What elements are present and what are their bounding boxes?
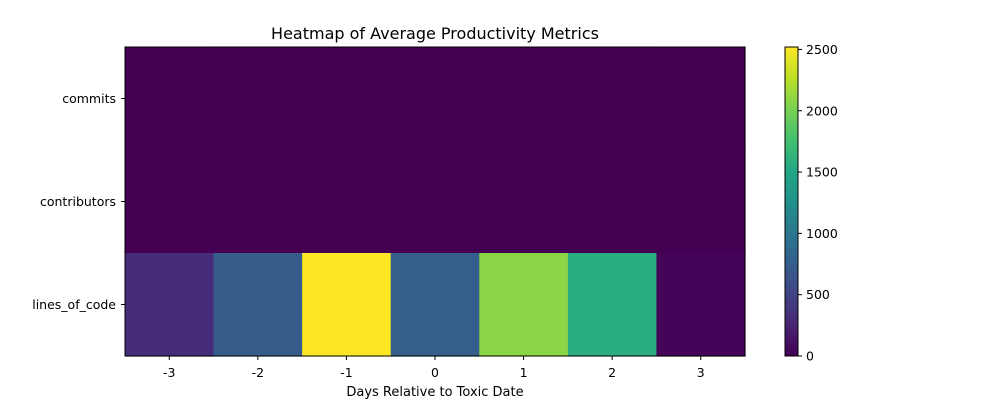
heatmap-cell xyxy=(567,47,658,151)
heatmap-cell xyxy=(302,47,392,151)
heatmap-cell xyxy=(125,150,215,254)
heatmap-cell xyxy=(656,150,746,254)
y-tick-label: commits xyxy=(62,91,116,106)
x-tick-label: -3 xyxy=(163,365,175,380)
x-tick-label: -1 xyxy=(340,365,352,380)
heatmap-cell xyxy=(390,150,480,254)
heatmap-cell xyxy=(213,253,303,357)
heatmap-cell xyxy=(479,253,569,357)
heatmap-cell xyxy=(567,253,658,357)
heatmap-cell xyxy=(213,47,303,151)
heatmap-cell xyxy=(479,150,569,254)
x-axis-ticks: -3 -2 -1 0 1 2 3 xyxy=(163,356,705,380)
x-axis-label: Days Relative to Toxic Date xyxy=(346,385,523,400)
heatmap-cells xyxy=(125,47,746,357)
colorbar-tick-label: 2500 xyxy=(806,42,838,57)
heatmap-cell xyxy=(479,47,569,151)
x-tick-label: 3 xyxy=(697,365,705,380)
heatmap-cell xyxy=(213,150,303,254)
colorbar-tick-label: 1000 xyxy=(806,226,838,241)
y-axis-ticks: commits contributors lines_of_code xyxy=(32,91,125,312)
x-tick-label: 0 xyxy=(431,365,439,380)
colorbar-ticks: 0 500 1000 1500 2000 2500 xyxy=(798,42,838,364)
chart-title: Heatmap of Average Productivity Metrics xyxy=(271,24,599,43)
colorbar-tick-label: 0 xyxy=(806,349,814,364)
x-tick-label: -2 xyxy=(252,365,264,380)
heatmap-cell xyxy=(567,150,658,254)
heatmap-cell xyxy=(125,253,215,357)
colorbar-frame xyxy=(784,46,799,357)
x-tick-label: 1 xyxy=(520,365,528,380)
heatmap-cell xyxy=(390,253,480,357)
y-tick-label: lines_of_code xyxy=(32,297,116,312)
y-tick-label: contributors xyxy=(40,194,116,209)
colorbar-tick-label: 1500 xyxy=(806,165,838,180)
colorbar-tick-label: 2000 xyxy=(806,103,838,118)
heatmap-cell xyxy=(302,150,392,254)
heatmap-cell xyxy=(302,253,392,357)
heatmap-cell xyxy=(656,253,746,357)
x-tick-label: 2 xyxy=(608,365,616,380)
heatmap-cell xyxy=(656,47,746,151)
colorbar-tick-label: 500 xyxy=(806,287,830,302)
colorbar xyxy=(785,47,798,356)
heatmap-cell xyxy=(125,47,215,151)
heatmap-cell xyxy=(390,47,480,151)
